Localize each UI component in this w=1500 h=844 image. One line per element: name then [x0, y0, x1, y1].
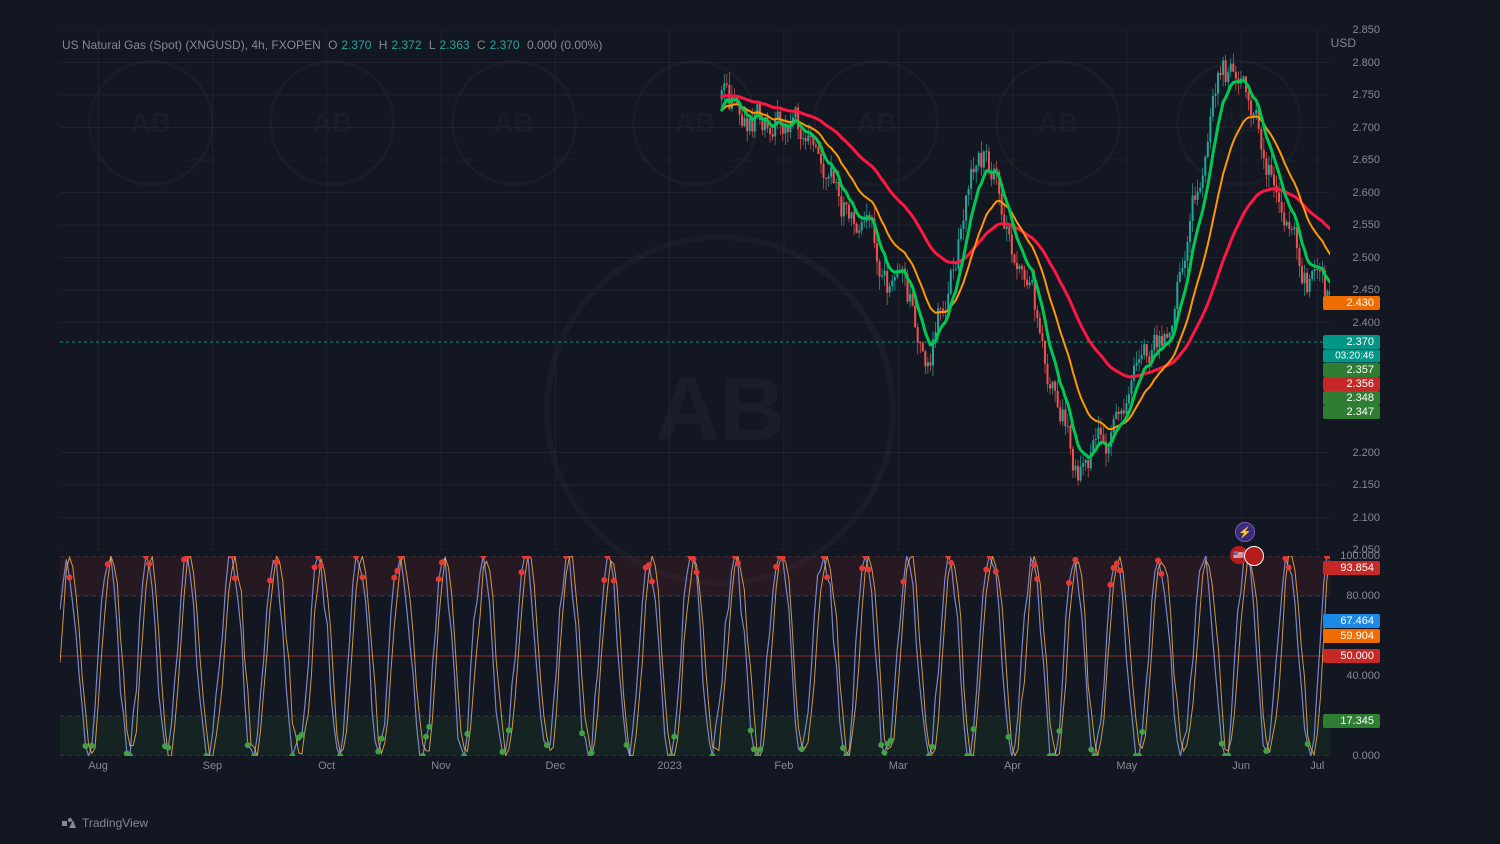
price-tick: 2.800	[1325, 57, 1380, 69]
time-tick: Aug	[88, 760, 108, 772]
time-tick: May	[1116, 760, 1137, 772]
price-tick: 2.200	[1325, 447, 1380, 459]
o-label: O	[328, 38, 337, 52]
time-tick: Nov	[431, 760, 451, 772]
tradingview-icon	[62, 818, 76, 828]
price-label: 03:20:46	[1323, 350, 1380, 363]
time-tick: Jun	[1232, 760, 1250, 772]
c-label: C	[477, 38, 486, 52]
price-tick: 2.750	[1325, 89, 1380, 101]
l-label: L	[429, 38, 436, 52]
price-axis[interactable]: 2.8502.8002.7502.7002.6502.6002.5502.500…	[1320, 30, 1380, 550]
c-val: 2.370	[490, 38, 520, 52]
footer-brand[interactable]: TradingView	[82, 816, 148, 830]
time-tick: Dec	[546, 760, 566, 772]
price-tick: 2.400	[1325, 317, 1380, 329]
price-tick: 2.450	[1325, 284, 1380, 296]
osc-tick: 100.000	[1325, 550, 1380, 562]
time-tick: Sep	[203, 760, 223, 772]
time-axis[interactable]: Aug Sep Oct Nov Dec 2023 Feb Mar Apr May Jun Jul	[60, 760, 1330, 780]
osc-tick: 80.000	[1325, 590, 1380, 602]
event-icon-flag2[interactable]	[1244, 546, 1264, 566]
price-tick: 2.550	[1325, 219, 1380, 231]
price-tick: 2.150	[1325, 479, 1380, 491]
price-tick: 2.100	[1325, 512, 1380, 524]
osc-label: 59.904	[1323, 629, 1380, 643]
price-tick: 2.850	[1325, 24, 1380, 36]
time-tick: Jul	[1310, 760, 1324, 772]
time-tick: 2023	[657, 760, 681, 772]
price-tick: 2.500	[1325, 252, 1380, 264]
price-label: 2.370	[1323, 335, 1380, 349]
time-tick: Mar	[889, 760, 908, 772]
price-tick: 2.600	[1325, 187, 1380, 199]
symbol-name[interactable]: US Natural Gas (Spot) (XNGUSD), 4h, FXOP…	[62, 38, 321, 52]
price-label: 2.356	[1323, 377, 1380, 391]
osc-label: 93.854	[1323, 561, 1380, 575]
time-tick: Oct	[318, 760, 335, 772]
osc-label: 50.000	[1323, 649, 1380, 663]
price-label: 2.347	[1323, 405, 1380, 419]
price-label: 2.430	[1323, 296, 1380, 310]
o-val: 2.370	[341, 38, 371, 52]
h-label: H	[379, 38, 388, 52]
osc-tick: 0.000	[1325, 750, 1380, 762]
osc-tick: 40.000	[1325, 670, 1380, 682]
price-tick: 2.700	[1325, 122, 1380, 134]
osc-label: 17.345	[1323, 714, 1380, 728]
price-tick: 2.650	[1325, 154, 1380, 166]
change-val: 0.000 (0.00%)	[527, 38, 602, 52]
price-label: 2.348	[1323, 391, 1380, 405]
footer: TradingView	[62, 816, 148, 830]
time-tick: Apr	[1004, 760, 1021, 772]
event-icon-lightning[interactable]: ⚡	[1235, 522, 1255, 542]
main-price-chart[interactable]	[60, 30, 1330, 550]
l-val: 2.363	[440, 38, 470, 52]
time-tick: Feb	[774, 760, 793, 772]
oscillator-chart[interactable]	[60, 556, 1330, 756]
symbol-info-bar: US Natural Gas (Spot) (XNGUSD), 4h, FXOP…	[62, 38, 602, 52]
osc-label: 67.464	[1323, 614, 1380, 628]
h-val: 2.372	[391, 38, 421, 52]
price-label: 2.357	[1323, 363, 1380, 377]
